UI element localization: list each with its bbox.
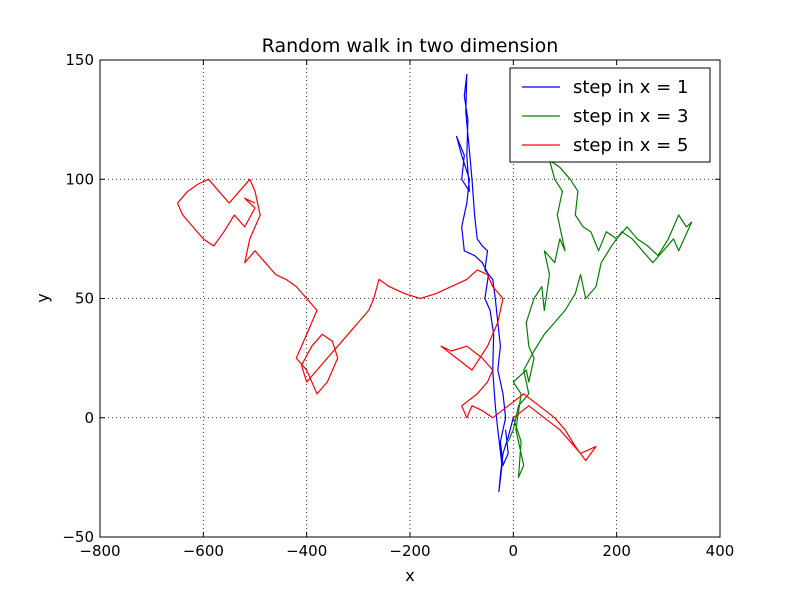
x-tick-label: 400 xyxy=(706,542,735,560)
legend: step in x = 1 step in x = 3 step in x = 5 xyxy=(509,67,711,163)
x-tick-label: 200 xyxy=(602,542,631,560)
y-tick-label: 100 xyxy=(65,170,94,188)
y-tick-label: −50 xyxy=(62,528,94,546)
x-tick-label: −800 xyxy=(79,542,120,560)
y-tick-label: 150 xyxy=(65,51,94,69)
legend-label-3: step in x = 5 xyxy=(573,135,688,156)
chart-title: Random walk in two dimension xyxy=(262,35,559,57)
ticks: −800 −600 −400 −200 0 200 400 −50 0 50 100 150 xyxy=(62,51,734,560)
legend-frame xyxy=(509,67,711,163)
legend-label-2: step in x = 3 xyxy=(573,106,688,127)
series-line-2 xyxy=(507,159,693,478)
y-axis-label: y xyxy=(33,293,52,302)
x-tick-label: −600 xyxy=(183,542,224,560)
series-line-3 xyxy=(176,178,597,462)
series-layer xyxy=(176,73,693,493)
y-tick-label: 0 xyxy=(84,409,94,427)
legend-label-1: step in x = 1 xyxy=(573,77,688,98)
x-tick-label: −400 xyxy=(286,542,327,560)
y-tick-label: 50 xyxy=(75,290,94,308)
x-axis-label: x xyxy=(405,566,414,585)
series-line-1 xyxy=(455,73,514,493)
x-tick-label: 0 xyxy=(509,542,519,560)
x-tick-label: −200 xyxy=(389,542,430,560)
